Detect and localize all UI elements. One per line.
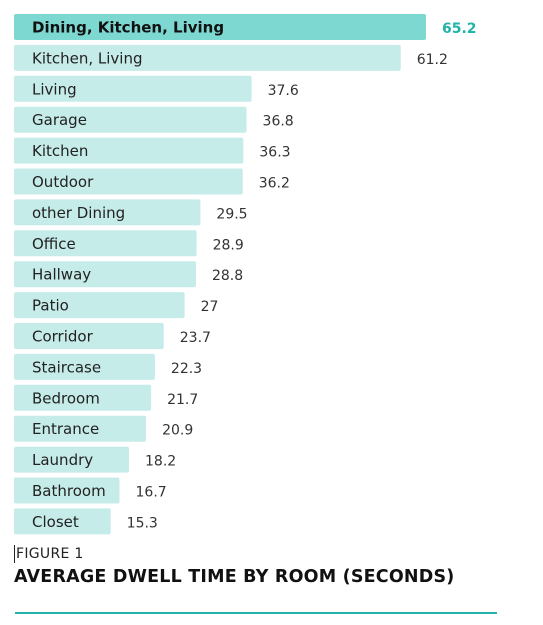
bar-label: other Dining	[32, 204, 125, 222]
bar	[14, 168, 243, 195]
bar-label: Office	[32, 235, 76, 253]
chart-caption: FIGURE 1 AVERAGE DWELL TIME BY ROOM (SEC…	[14, 545, 514, 587]
value-label: 36.2	[259, 176, 290, 192]
bar-label: Kitchen, Living	[32, 49, 143, 67]
value-label: 37.6	[268, 83, 299, 99]
figure-label: FIGURE 1	[14, 545, 84, 563]
bar	[14, 477, 120, 504]
bar	[14, 384, 152, 411]
value-label: 15.3	[127, 515, 158, 531]
value-label: 61.2	[417, 52, 448, 68]
bar	[14, 75, 252, 102]
bar-label: Staircase	[32, 358, 101, 376]
value-label: 29.5	[216, 206, 247, 222]
bar	[14, 106, 247, 133]
bar	[14, 14, 426, 40]
value-label: 22.3	[171, 361, 202, 377]
bar-label: Patio	[32, 297, 69, 315]
value-label: 28.8	[212, 268, 243, 284]
value-label: 36.3	[259, 145, 290, 161]
chart-title: AVERAGE DWELL TIME BY ROOM (SECONDS)	[14, 567, 455, 587]
bar-label: Laundry	[32, 451, 93, 469]
bar-label: Dining, Kitchen, Living	[32, 19, 224, 37]
value-label: 20.9	[162, 423, 193, 439]
value-label: 23.7	[180, 330, 211, 346]
bar-label: Closet	[32, 513, 79, 531]
bar	[14, 230, 197, 257]
bar-chart: Dining, Kitchen, Living 65.2 Kitchen, Livi…	[14, 14, 477, 535]
bar-label: Living	[32, 80, 77, 98]
bar	[14, 323, 164, 349]
bar-label: Bathroom	[32, 482, 106, 500]
bar-label: Entrance	[32, 420, 99, 438]
bar-label: Corridor	[32, 328, 94, 346]
bar	[14, 44, 401, 71]
bar	[14, 261, 196, 288]
bottom-rule	[15, 612, 497, 614]
bar	[14, 137, 244, 164]
value-label: 21.7	[167, 392, 198, 408]
bar	[14, 508, 111, 535]
bar	[14, 353, 155, 380]
bar	[14, 446, 130, 473]
value-label: 27	[201, 299, 219, 315]
bar-label: Kitchen	[32, 142, 88, 160]
bar-label: Outdoor	[32, 173, 94, 191]
value-label: 18.2	[145, 454, 176, 470]
bar-label: Garage	[32, 111, 87, 129]
value-label: 28.9	[213, 237, 244, 253]
bar-label: Bedroom	[32, 389, 100, 407]
bar-label: Hallway	[32, 266, 91, 284]
value-label: 65.2	[442, 21, 477, 37]
value-label: 36.8	[263, 114, 294, 130]
value-label: 16.7	[136, 485, 167, 501]
bar	[14, 415, 147, 442]
bar	[14, 199, 201, 226]
bar	[14, 292, 185, 319]
